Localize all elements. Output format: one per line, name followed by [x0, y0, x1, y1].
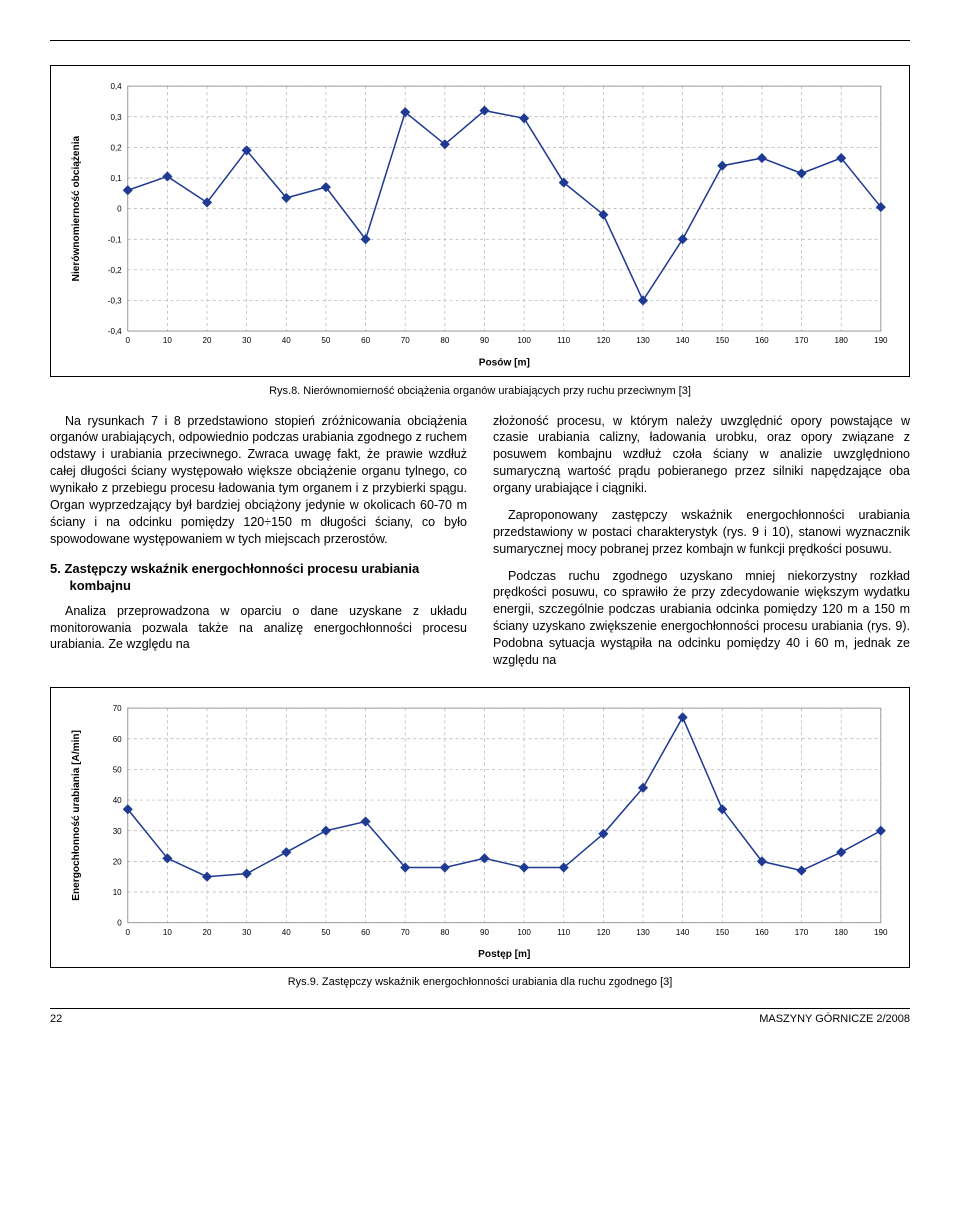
svg-text:0: 0 — [126, 336, 131, 345]
svg-text:30: 30 — [242, 336, 251, 345]
svg-text:60: 60 — [113, 735, 122, 744]
svg-text:0,4: 0,4 — [110, 82, 122, 91]
svg-text:90: 90 — [480, 928, 489, 937]
svg-text:10: 10 — [163, 928, 172, 937]
svg-text:Postęp [m]: Postęp [m] — [478, 949, 530, 960]
svg-text:40: 40 — [282, 336, 291, 345]
para-l2: Analiza przeprowadzona w oparciu o dane … — [50, 603, 467, 654]
svg-text:90: 90 — [480, 336, 489, 345]
para-r1: złożoność procesu, w którym należy uwzgl… — [493, 413, 910, 497]
chart2-caption: Rys.9. Zastępczy wskaźnik energochłonnoś… — [50, 976, 910, 988]
page-footer: 22 MASZYNY GÓRNICZE 2/2008 — [50, 1008, 910, 1025]
svg-text:80: 80 — [440, 928, 449, 937]
chart2: 0102030405060708090100110120130140150160… — [65, 698, 895, 961]
svg-text:Energochłonność urabiania [A/m: Energochłonność urabiania [A/min] — [71, 730, 82, 901]
svg-text:-0,2: -0,2 — [108, 266, 122, 275]
svg-text:70: 70 — [113, 704, 122, 713]
svg-text:Posów [m]: Posów [m] — [479, 357, 530, 368]
svg-text:130: 130 — [636, 928, 650, 937]
column-left: Na rysunkach 7 i 8 przedstawiono stopień… — [50, 413, 467, 679]
svg-text:50: 50 — [321, 928, 330, 937]
journal-ref: MASZYNY GÓRNICZE 2/2008 — [759, 1013, 910, 1025]
svg-text:-0,3: -0,3 — [108, 296, 122, 305]
svg-text:20: 20 — [113, 857, 122, 866]
svg-text:20: 20 — [203, 928, 212, 937]
svg-text:60: 60 — [361, 928, 370, 937]
svg-text:140: 140 — [676, 928, 690, 937]
svg-text:70: 70 — [401, 336, 410, 345]
svg-text:110: 110 — [557, 336, 570, 345]
svg-text:40: 40 — [282, 928, 291, 937]
svg-text:120: 120 — [597, 928, 611, 937]
svg-text:140: 140 — [676, 336, 690, 345]
svg-text:-0,4: -0,4 — [108, 327, 122, 336]
svg-text:0,3: 0,3 — [110, 113, 122, 122]
svg-text:190: 190 — [874, 336, 888, 345]
svg-text:40: 40 — [113, 796, 122, 805]
svg-text:-0,1: -0,1 — [108, 235, 122, 244]
svg-text:180: 180 — [834, 928, 848, 937]
svg-text:50: 50 — [321, 336, 330, 345]
para-r2: Zaproponowany zastępczy wskaźnik energoc… — [493, 507, 910, 558]
svg-text:80: 80 — [440, 336, 449, 345]
svg-text:60: 60 — [361, 336, 370, 345]
svg-text:170: 170 — [795, 928, 809, 937]
svg-text:110: 110 — [557, 928, 570, 937]
svg-text:50: 50 — [113, 765, 122, 774]
svg-text:20: 20 — [203, 336, 212, 345]
column-right: złożoność procesu, w którym należy uwzgl… — [493, 413, 910, 679]
svg-text:190: 190 — [874, 928, 888, 937]
svg-text:30: 30 — [113, 827, 122, 836]
svg-text:160: 160 — [755, 336, 769, 345]
page-number: 22 — [50, 1013, 62, 1025]
top-rule — [50, 40, 910, 41]
svg-text:30: 30 — [242, 928, 251, 937]
svg-text:0: 0 — [126, 928, 131, 937]
svg-text:150: 150 — [716, 928, 730, 937]
section-5-title: 5. Zastępczy wskaźnik energochłonności p… — [50, 560, 467, 595]
svg-text:150: 150 — [716, 336, 730, 345]
chart1-container: 0 10 20 30 40 50 60 70 80 90 100 110 120 130 140 150 160… — [50, 65, 910, 377]
svg-text:180: 180 — [834, 336, 848, 345]
svg-text:100: 100 — [517, 928, 531, 937]
svg-text:10: 10 — [113, 888, 122, 897]
chart1-caption: Rys.8. Nierównomierność obciążenia organ… — [50, 385, 910, 397]
svg-text:100: 100 — [517, 336, 531, 345]
svg-text:0: 0 — [117, 919, 122, 928]
svg-text:120: 120 — [597, 336, 611, 345]
chart2-container: 0102030405060708090100110120130140150160… — [50, 687, 910, 968]
svg-text:10: 10 — [163, 336, 172, 345]
page: 0102030405060708090100110120130140150160… — [0, 0, 960, 1045]
svg-text:Nierównomierność obciążenia: Nierównomierność obciążenia — [71, 135, 82, 281]
svg-text:0,2: 0,2 — [110, 143, 122, 152]
para-r3: Podczas ruchu zgodnego uzyskano mniej ni… — [493, 568, 910, 669]
svg-text:160: 160 — [755, 928, 769, 937]
svg-text:170: 170 — [795, 336, 809, 345]
chart1: 0 10 20 30 40 50 60 70 80 90 100 110 120 130 140 150 160… — [65, 76, 895, 370]
svg-text:0,1: 0,1 — [110, 174, 122, 183]
text-columns: Na rysunkach 7 i 8 przedstawiono stopień… — [50, 413, 910, 679]
para-l1: Na rysunkach 7 i 8 przedstawiono stopień… — [50, 413, 467, 548]
svg-text:130: 130 — [636, 336, 650, 345]
svg-text:70: 70 — [401, 928, 410, 937]
svg-text:0: 0 — [117, 205, 122, 214]
